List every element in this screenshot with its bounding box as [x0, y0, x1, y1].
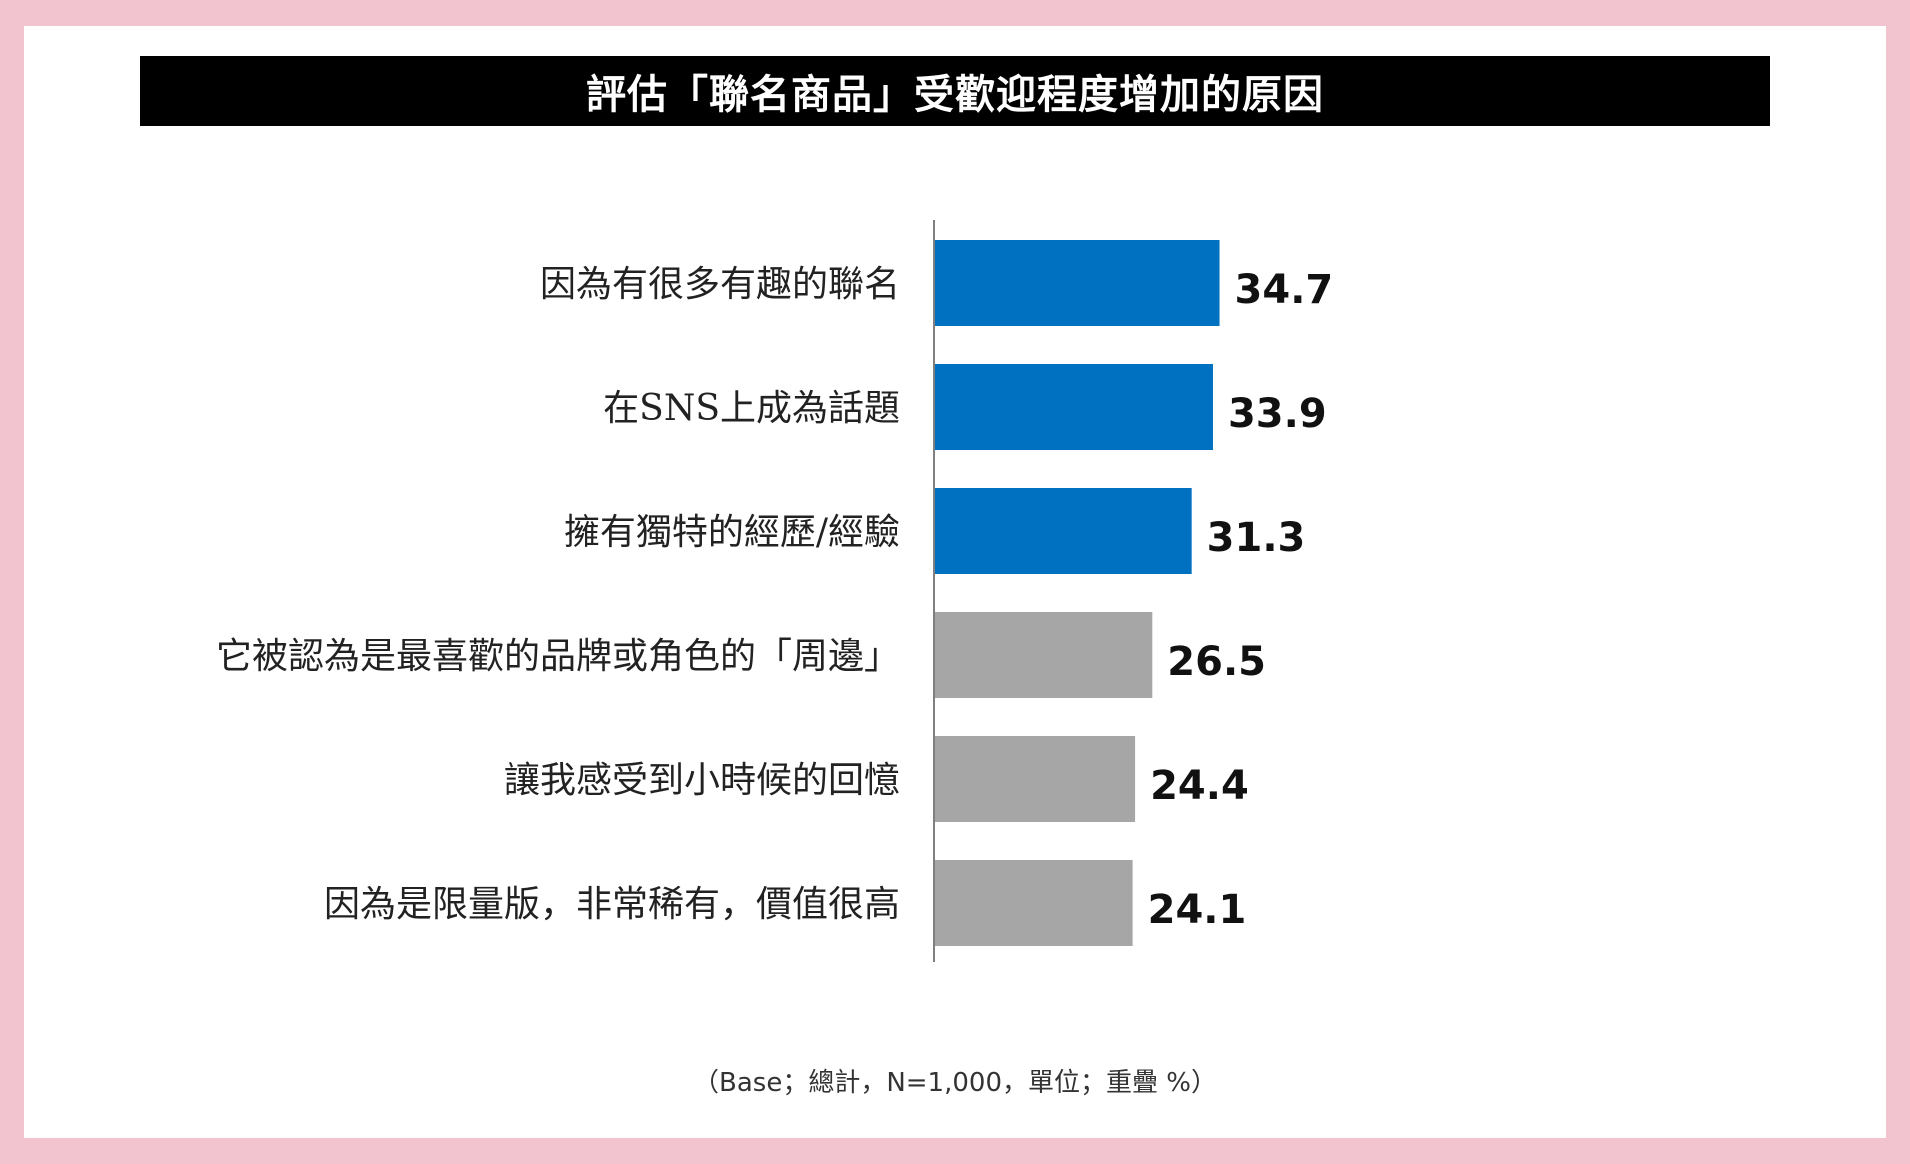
category-label-2: 擁有獨特的經歷/經驗: [564, 512, 900, 553]
bar-0: [935, 240, 1220, 326]
category-label-5: 因為是限量版，非常稀有，價值很高: [324, 884, 900, 925]
category-label-0: 因為有很多有趣的聯名: [540, 264, 900, 305]
bar-2: [935, 488, 1192, 574]
category-label-4: 讓我感受到小時候的回憶: [504, 760, 900, 801]
bar-5: [935, 860, 1133, 946]
value-label-0: 34.7: [1235, 267, 1334, 313]
category-label-3: 它被認為是最喜歡的品牌或角色的「周邊」: [216, 636, 900, 677]
chart-title: 評估「聯名商品」受歡迎程度增加的原因: [586, 72, 1324, 118]
bar-1: [935, 364, 1213, 450]
value-label-5: 24.1: [1148, 887, 1247, 933]
bar-4: [935, 736, 1136, 822]
value-label-4: 24.4: [1150, 763, 1249, 809]
category-label-1: 在SNS上成為話題: [603, 388, 900, 429]
value-label-2: 31.3: [1207, 515, 1306, 561]
value-label-1: 33.9: [1228, 391, 1327, 437]
chart-frame: [24, 26, 1886, 1138]
title-bar: 評估「聯名商品」受歡迎程度增加的原因: [140, 56, 1770, 126]
bar-3: [935, 612, 1153, 698]
value-label-3: 26.5: [1167, 639, 1266, 685]
footnote: （Base；總計，N=1,000，單位；重疊 %）: [693, 1068, 1217, 1098]
